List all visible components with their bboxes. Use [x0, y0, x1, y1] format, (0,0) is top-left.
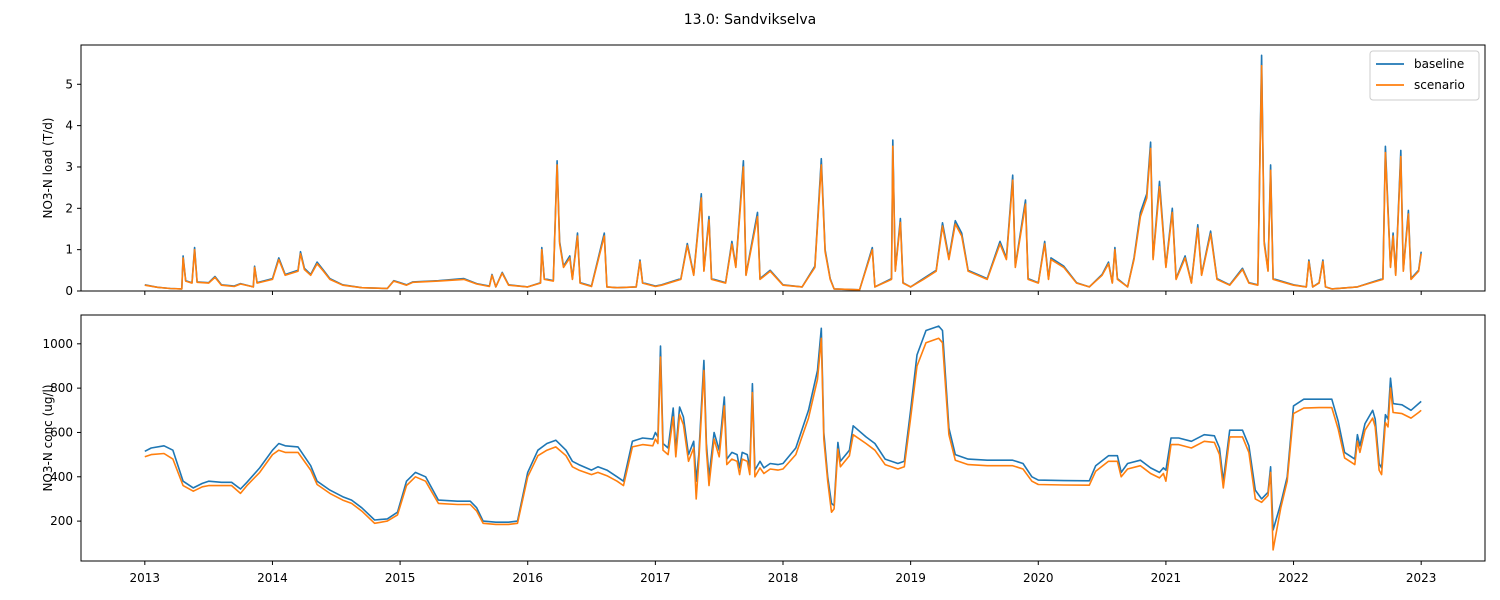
x-tick-label: 2018 [768, 571, 799, 585]
x-tick-label: 2013 [130, 571, 161, 585]
y-tick-label: 3 [65, 160, 73, 174]
series-line-scenario [144, 64, 1422, 291]
legend-entry-baseline: baseline [1414, 57, 1464, 71]
y-tick-label: 2 [65, 201, 73, 215]
series-group [144, 54, 1422, 291]
x-tick-label: 2020 [1023, 571, 1054, 585]
y-tick-label: 5 [65, 77, 73, 91]
y-tick-label: 200 [50, 514, 73, 528]
x-tick-label: 2019 [895, 571, 926, 585]
series-line-baseline [144, 325, 1422, 531]
x-tick-label: 2021 [1151, 571, 1182, 585]
y-tick-label: 1000 [42, 337, 73, 351]
series-line-scenario [144, 337, 1422, 551]
legend-entry-scenario: scenario [1414, 78, 1465, 92]
y-tick-label: 1 [65, 243, 73, 257]
x-tick-label: 2022 [1278, 571, 1309, 585]
x-tick-label: 2017 [640, 571, 671, 585]
series-line-baseline [144, 54, 1422, 291]
y-tick-label: 800 [50, 381, 73, 395]
y-tick-label: 400 [50, 470, 73, 484]
y-axis-label: NO3-N load (T/d) [41, 118, 55, 219]
y-tick-label: 0 [65, 284, 73, 298]
series-group [144, 325, 1422, 551]
figure-title: 13.0: Sandvikselva [684, 12, 817, 28]
load-panel: 0 1 2 3 4 5 NO3-N load (T/d) baseline scenario [41, 44, 1486, 298]
y-tick-label: 4 [65, 119, 73, 133]
x-tick-label: 2015 [385, 571, 416, 585]
y-axis-label: NO3-N conc (ug/l) [41, 384, 55, 491]
x-tick-label: 2014 [257, 571, 288, 585]
plot-frame [80, 44, 1486, 292]
concentration-panel: 2013 2014 2015 2016 2017 2018 2019 2020 2021 2022… [41, 314, 1486, 585]
x-tick-label: 2016 [512, 571, 543, 585]
y-tick-label: 600 [50, 425, 73, 439]
legend: baseline scenario [1369, 50, 1480, 101]
x-tick-label: 2023 [1406, 571, 1437, 585]
